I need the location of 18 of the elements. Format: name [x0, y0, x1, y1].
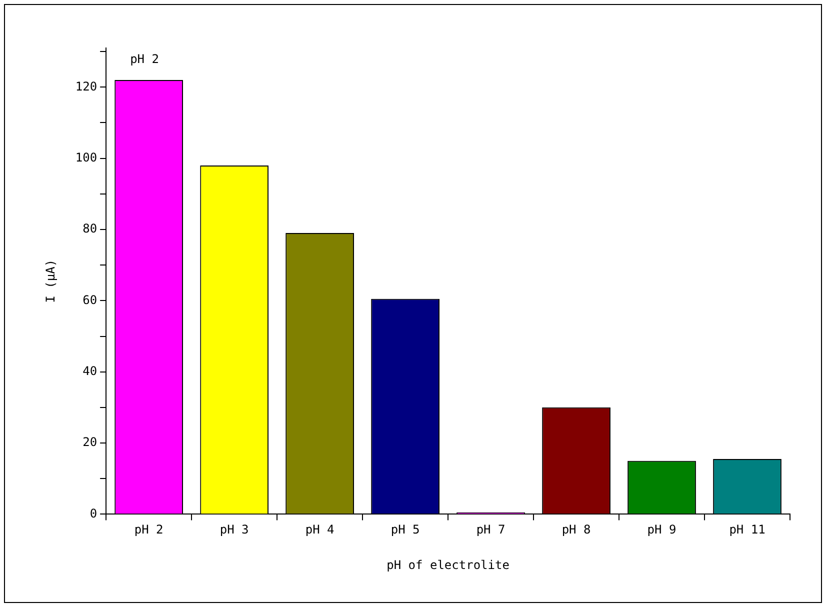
y-tick-label: 40: [82, 364, 98, 378]
x-tick-label: pH 8: [562, 522, 591, 537]
y-axis-title: I (μA): [43, 259, 58, 303]
x-tick-label: pH 3: [220, 522, 249, 537]
y-tick-label: 0: [90, 506, 98, 520]
x-axis-title: pH of electrolite: [386, 558, 510, 572]
y-tick-label: 20: [82, 435, 98, 450]
y-tick-label: 60: [82, 292, 98, 307]
annotation: pH 2: [130, 52, 159, 66]
y-tick-label: 120: [75, 79, 98, 94]
y-tick-label: 80: [82, 222, 98, 236]
x-tick-label: pH 2: [134, 522, 164, 537]
x-tick-label: pH 5: [390, 522, 420, 537]
x-tick-label: pH 4: [305, 522, 334, 537]
y-tick-label: 100: [75, 150, 98, 164]
x-tick-label: pH 7: [476, 522, 506, 537]
x-tick-label: pH 11: [729, 522, 766, 537]
x-tick-label: pH 9: [647, 522, 676, 537]
